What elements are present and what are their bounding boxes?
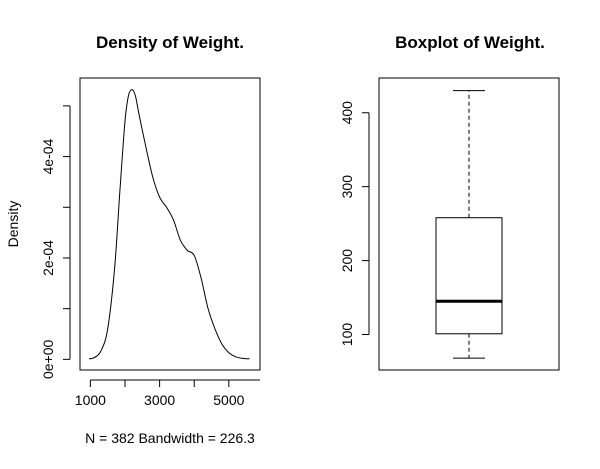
density-y-tick-label: 4e-04 <box>40 138 56 174</box>
boxplot-y-tick-label: 300 <box>339 175 355 199</box>
density-y-tick-label: 0e+00 <box>40 339 56 379</box>
density-x-tick-label: 1000 <box>75 392 106 408</box>
interquartile-box <box>435 217 503 335</box>
density-x-label: N = 382 Bandwidth = 226.3 <box>85 430 255 446</box>
density-x-tick-label: 3000 <box>144 392 175 408</box>
boxplot-y-tick-label: 200 <box>339 249 355 273</box>
density-panel: Density of Weight. 1000 3000 5000 0e+00 2e-… <box>5 33 261 446</box>
density-x-axis: 1000 3000 5000 <box>75 379 260 408</box>
density-title: Density of Weight. <box>96 33 244 52</box>
density-y-label: Density <box>5 201 21 248</box>
boxplot-y-tick-label: 100 <box>339 323 355 347</box>
density-y-axis: 0e+00 2e-04 4e-04 <box>40 105 71 379</box>
boxplot-y-axis: 100 200 300 400 <box>339 101 370 347</box>
density-plot-frame <box>79 77 261 371</box>
boxplot-plot-frame <box>378 77 560 371</box>
density-x-tick-label: 5000 <box>213 392 244 408</box>
density-curve <box>88 89 250 360</box>
boxplot-panel: Boxplot of Weight. 100 200 300 400 <box>339 33 560 371</box>
boxplot-marks <box>435 90 503 359</box>
boxplot-title: Boxplot of Weight. <box>395 33 545 52</box>
density-y-tick-label: 2e-04 <box>40 240 56 276</box>
boxplot-y-tick-label: 400 <box>339 101 355 125</box>
